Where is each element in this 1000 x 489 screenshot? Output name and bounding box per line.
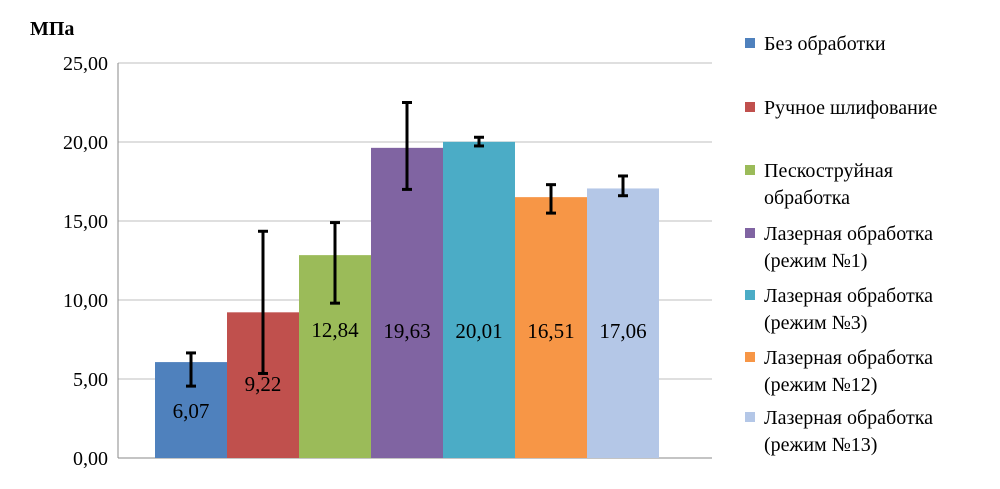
legend-label: (режим №1) (764, 250, 867, 272)
legend-label: Лазерная обработка (764, 223, 933, 245)
legend-label: обработка (764, 187, 850, 209)
y-axis-unit-label: МПа (30, 18, 74, 40)
legend-swatch (745, 165, 755, 175)
data-label: 20,01 (455, 319, 502, 343)
legend-label: (режим №13) (764, 434, 877, 456)
legend-label: Лазерная обработка (764, 407, 933, 429)
legend-item: Лазерная обработка (режим №3) (745, 285, 933, 334)
legend-item: Без обработки (745, 33, 886, 55)
error-bar (474, 135, 484, 148)
legend-label: Без обработки (764, 33, 886, 55)
legend-swatch (745, 352, 755, 362)
data-labels: 6,07 9,22 12,84 19,63 20,01 16,51 17,06 (173, 318, 647, 423)
data-label: 12,84 (311, 318, 359, 342)
legend-swatch (745, 102, 755, 112)
legend-label: Лазерная обработка (764, 347, 933, 369)
legend-item: Пескоструйная обработка (745, 160, 893, 209)
error-bar (546, 183, 556, 215)
data-label: 19,63 (383, 319, 430, 343)
error-bar (258, 229, 268, 375)
legend-item: Ручное шлифование (745, 97, 938, 119)
data-label: 6,07 (173, 399, 210, 423)
legend-label: Ручное шлифование (764, 97, 938, 119)
y-tick-label: 0,00 (73, 448, 108, 470)
y-axis: МПа 0,00 5,00 10,00 15,00 20,00 25,00 (30, 18, 119, 470)
error-bar (330, 221, 340, 305)
legend-item: Лазерная обработка (режим №13) (745, 407, 933, 456)
bar (515, 197, 587, 458)
error-bar (186, 351, 196, 388)
bar (443, 141, 515, 459)
y-tick-label: 20,00 (63, 132, 108, 154)
legend-item: Лазерная обработка (режим №12) (745, 347, 933, 396)
legend-swatch (745, 412, 755, 422)
error-bar (402, 101, 412, 191)
y-tick-label: 5,00 (73, 369, 108, 391)
legend-swatch (745, 228, 755, 238)
error-bar (618, 174, 628, 198)
legend-swatch (745, 290, 755, 300)
y-tick-label: 10,00 (63, 290, 108, 312)
y-tick-label: 15,00 (63, 211, 108, 233)
legend-label: (режим №3) (764, 312, 867, 334)
data-label: 16,51 (527, 319, 574, 343)
legend-swatch (745, 38, 755, 48)
legend: Без обработки Ручное шлифование Пескоструй… (745, 33, 938, 456)
legend-label: (режим №12) (764, 374, 877, 396)
legend-label: Лазерная обработка (764, 285, 933, 307)
bar (587, 188, 659, 458)
legend-label: Пескоструйная (764, 160, 893, 182)
error-bars (186, 101, 628, 388)
data-label: 9,22 (245, 372, 282, 396)
bar (371, 147, 443, 458)
data-label: 17,06 (599, 319, 646, 343)
y-tick-label: 25,00 (63, 53, 108, 75)
legend-item: Лазерная обработка (режим №1) (745, 223, 933, 272)
